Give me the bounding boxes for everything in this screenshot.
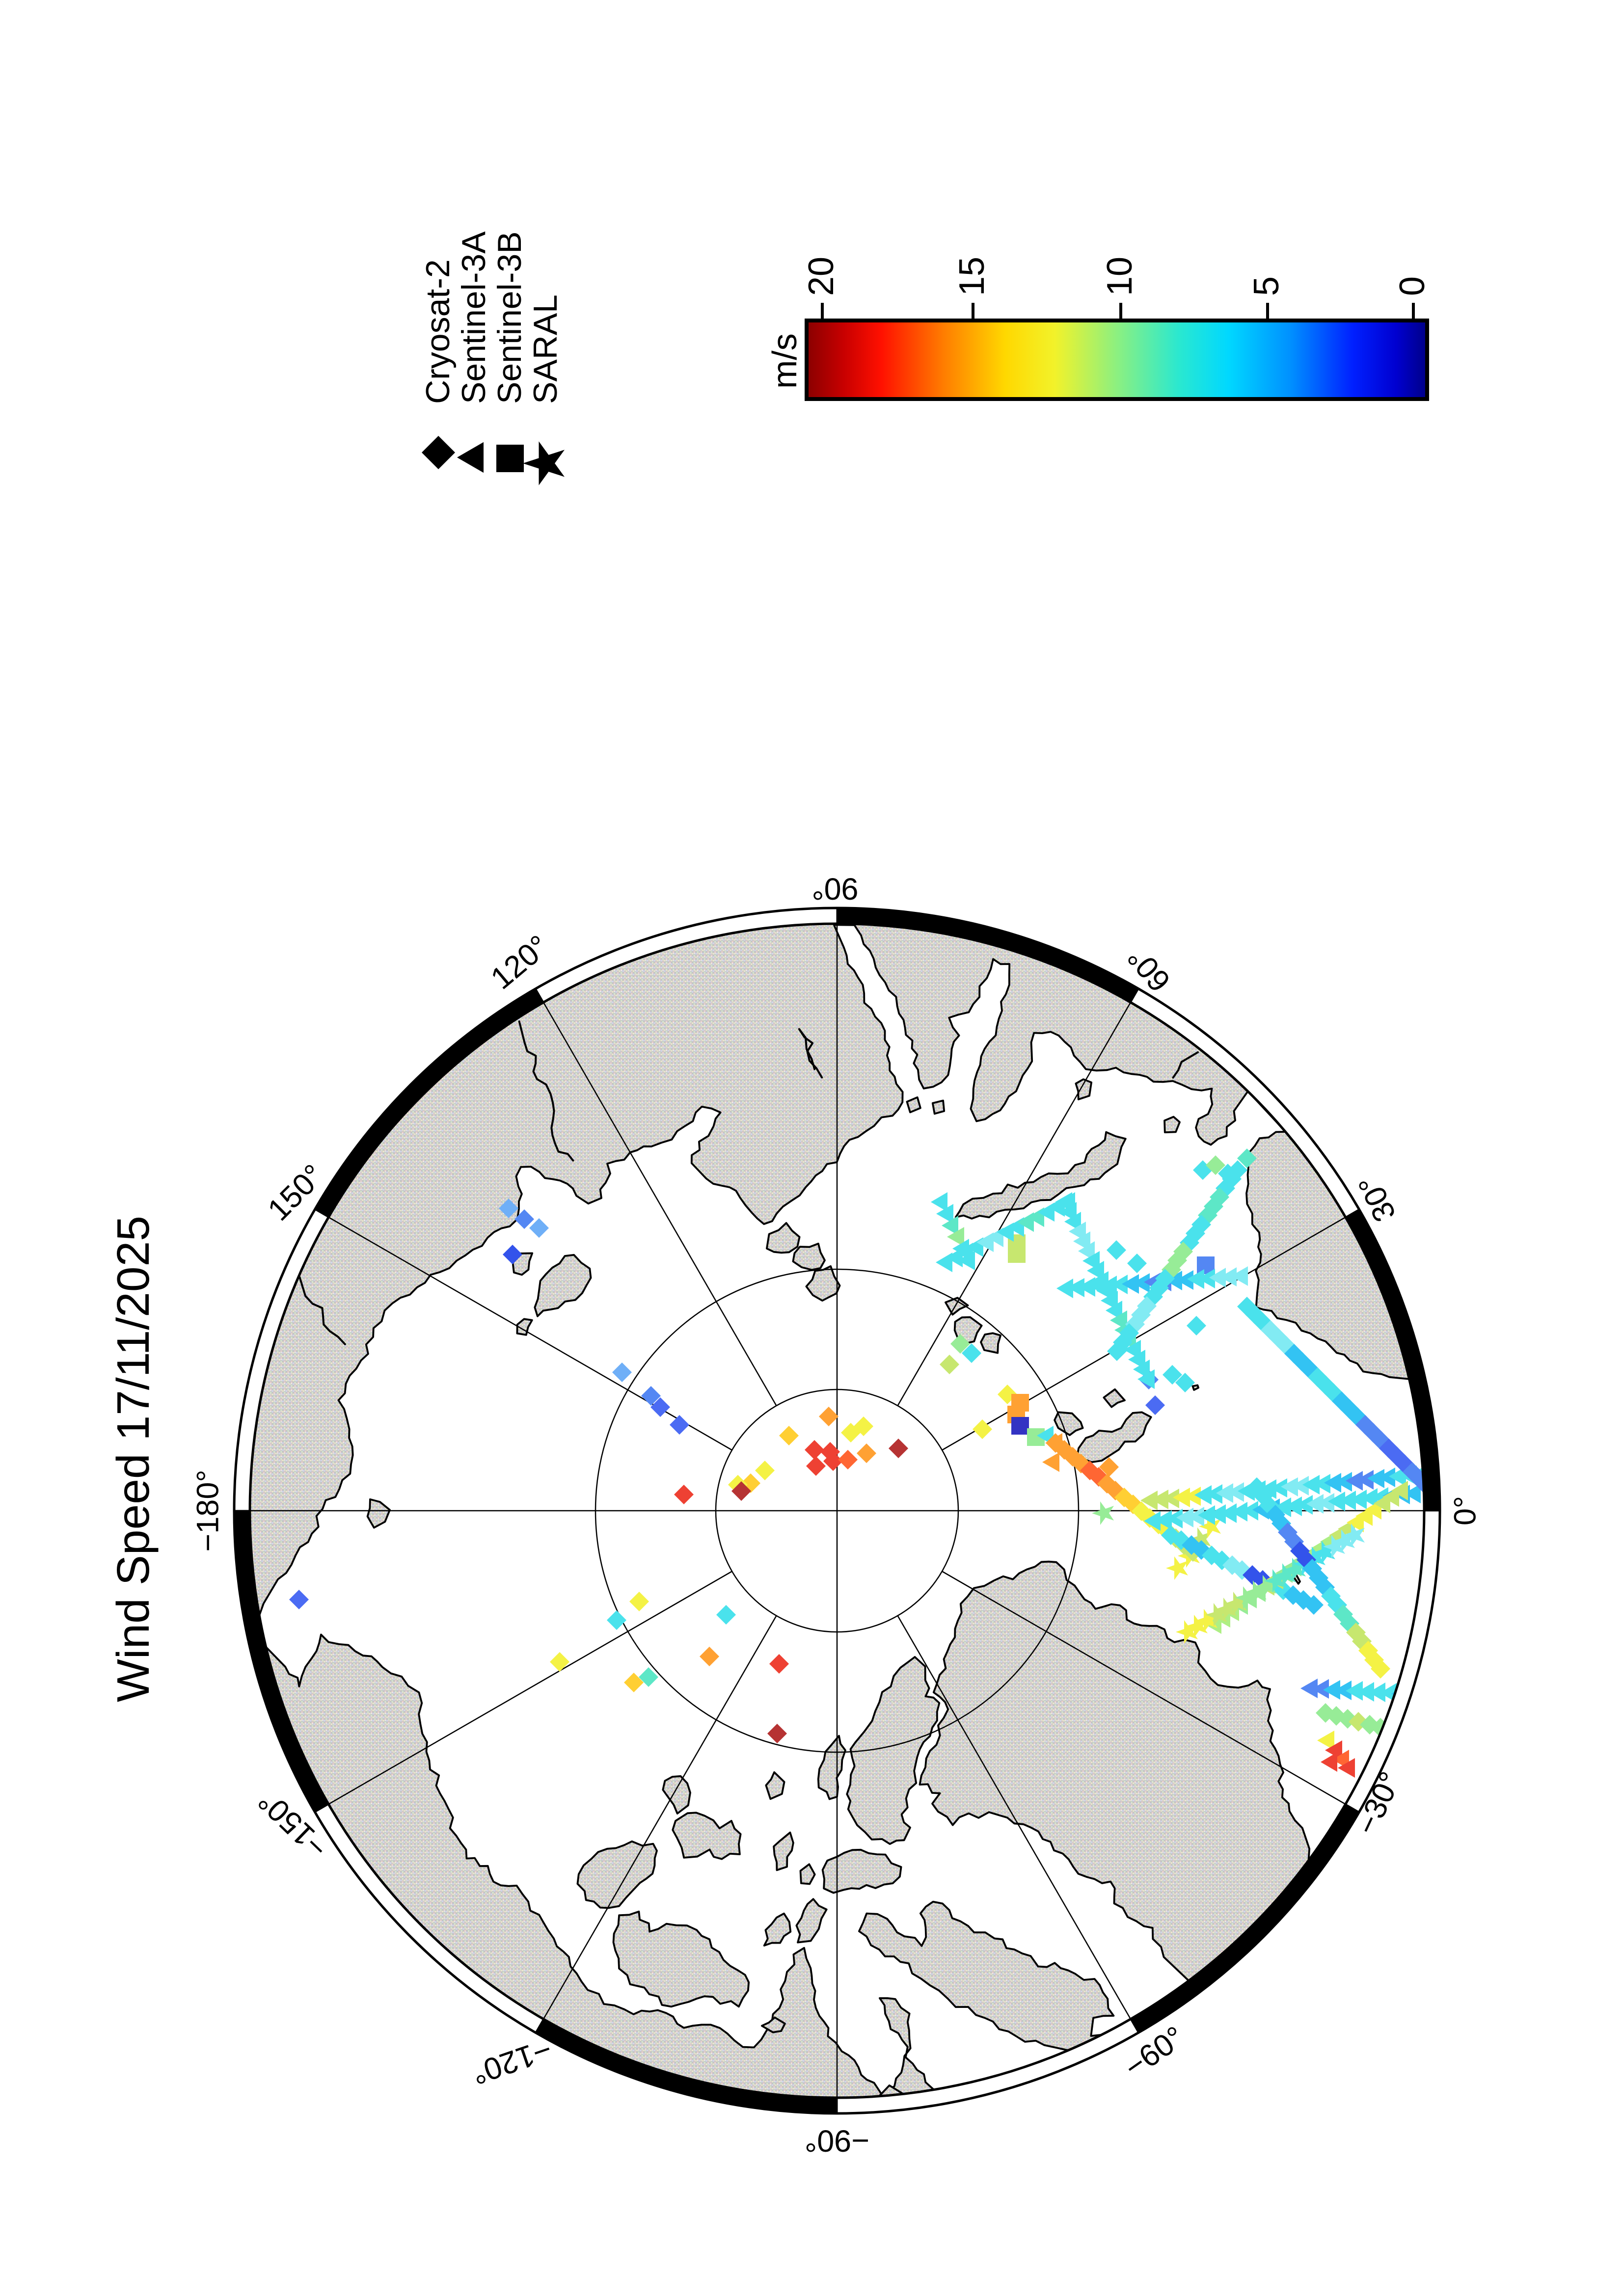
svg-text:m/s: m/s (765, 333, 804, 389)
svg-text:Cryosat-2: Cryosat-2 (419, 259, 457, 404)
svg-text:SARAL: SARAL (527, 294, 564, 404)
svg-text:5: 5 (1247, 276, 1286, 296)
svg-text:−90°: −90° (805, 2123, 869, 2158)
svg-text:Sentinel-3B: Sentinel-3B (491, 231, 528, 404)
svg-text:15: 15 (952, 257, 992, 296)
svg-text:20: 20 (802, 257, 841, 296)
svg-text:Wind Speed 17/11/2025: Wind Speed 17/11/2025 (108, 1216, 159, 1702)
svg-text:Sentinel-3A: Sentinel-3A (455, 231, 492, 404)
svg-text:10: 10 (1100, 257, 1139, 296)
svg-text:0°: 0° (1448, 1496, 1483, 1525)
svg-text:0: 0 (1393, 276, 1432, 296)
svg-text:−180°: −180° (191, 1469, 225, 1551)
svg-text:90°: 90° (812, 871, 858, 906)
